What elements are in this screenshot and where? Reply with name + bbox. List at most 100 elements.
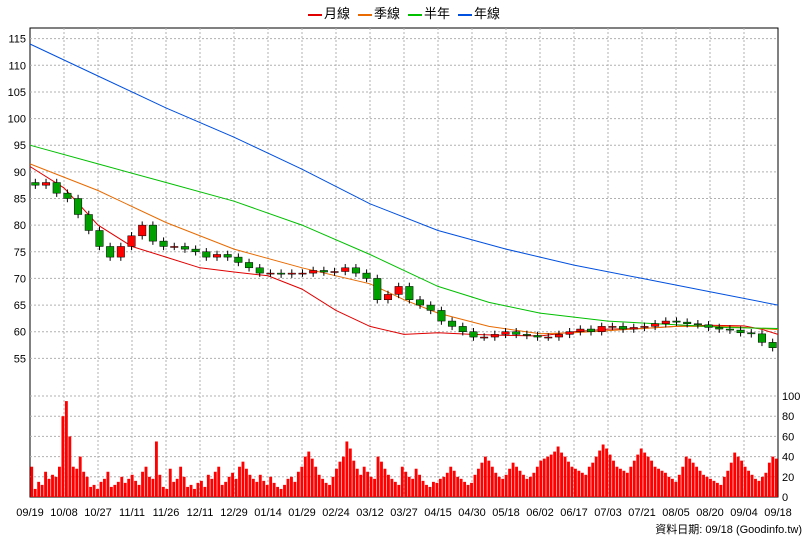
candle-body xyxy=(63,192,72,199)
volume-bar xyxy=(653,466,657,497)
volume-bar xyxy=(771,456,775,497)
volume-bar xyxy=(670,478,674,497)
volume-bar xyxy=(774,458,778,497)
data-date-footer: 資料日期: 09/18 (Goodinfo.tw) xyxy=(655,524,802,536)
volume-bar xyxy=(383,468,387,497)
volume-bar xyxy=(646,456,650,497)
volume-bar xyxy=(231,472,235,497)
price-tick-label: 105 xyxy=(8,87,26,99)
volume-bar xyxy=(570,466,574,497)
legend-label: 月線 xyxy=(323,6,350,21)
volume-bar xyxy=(224,481,228,497)
x-tick-label: 06/02 xyxy=(526,507,554,519)
legend-item: 季線 xyxy=(357,3,400,22)
volume-tick-label: 60 xyxy=(782,431,794,443)
volume-bar xyxy=(245,468,248,497)
volume-bar xyxy=(757,480,761,497)
volume-tick-label: 100 xyxy=(782,391,800,403)
volume-bar xyxy=(120,476,124,497)
volume-bar xyxy=(612,460,615,497)
volume-bar xyxy=(445,472,449,497)
volume-bar xyxy=(532,472,536,497)
volume-bar xyxy=(587,466,591,497)
volume-bar xyxy=(279,488,283,497)
volume-bar xyxy=(528,476,532,497)
volume-bar xyxy=(331,476,335,497)
candle-body xyxy=(383,294,392,300)
volume-bar xyxy=(760,476,764,497)
volume-bar xyxy=(286,478,290,497)
candle-body xyxy=(266,272,275,275)
price-tick-label: 100 xyxy=(8,114,26,126)
candle-body xyxy=(715,327,724,330)
candle-body xyxy=(693,323,702,326)
volume-bar xyxy=(269,476,273,497)
volume-bar xyxy=(684,456,688,497)
candle-body xyxy=(234,256,243,263)
moving-average-line xyxy=(29,43,779,306)
volume-bar xyxy=(345,441,349,497)
candle-body xyxy=(757,333,766,343)
volume-bar xyxy=(598,450,602,497)
volume-bar xyxy=(494,472,498,497)
volume-bar xyxy=(179,466,183,497)
candle-body xyxy=(362,272,371,279)
volume-bar xyxy=(96,488,99,497)
volume-bar xyxy=(549,454,553,497)
volume-bar xyxy=(109,486,113,497)
plot-frame xyxy=(29,27,779,498)
x-tick-label: 04/15 xyxy=(424,507,452,519)
volume-bar xyxy=(546,456,550,497)
x-tick-label: 10/27 xyxy=(84,507,112,519)
volume-bar xyxy=(317,474,321,497)
candle-body xyxy=(651,323,660,327)
volume-bar xyxy=(504,474,508,497)
x-tick-label: 01/29 xyxy=(288,507,316,519)
volume-tick-label: 20 xyxy=(782,472,794,484)
price-tick-label: 80 xyxy=(14,220,26,232)
volume-tick-label: 40 xyxy=(782,452,794,464)
volume-bar xyxy=(473,474,477,497)
legend-item: 半年 xyxy=(408,3,450,22)
volume-bar xyxy=(674,481,678,497)
x-tick-label: 11/11 xyxy=(119,507,145,519)
candle-body xyxy=(52,182,61,194)
volume-bar xyxy=(615,466,619,497)
volume-bar xyxy=(241,461,245,497)
volume-bar xyxy=(605,448,609,497)
volume-bar xyxy=(276,486,280,497)
legend-item: 月線 xyxy=(307,3,350,22)
volume-bar xyxy=(556,446,560,497)
volume-bar xyxy=(449,466,453,497)
volume-bar xyxy=(691,462,695,497)
volume-bar xyxy=(116,481,120,497)
x-tick-label: 12/11 xyxy=(187,507,214,519)
volume-bar xyxy=(539,460,543,497)
volume-bar xyxy=(196,482,200,497)
volume-bar xyxy=(144,466,148,497)
candle-body xyxy=(223,254,232,258)
x-tick-label: 03/12 xyxy=(356,507,384,519)
candle-body xyxy=(95,230,104,247)
candle-body xyxy=(597,326,606,332)
volume-bar xyxy=(425,484,428,497)
volume-bar xyxy=(563,456,567,497)
candle-body xyxy=(426,304,435,311)
price-tick-label: 75 xyxy=(14,247,26,259)
x-tick-label: 01/14 xyxy=(254,507,282,519)
volume-bar xyxy=(303,456,307,497)
volume-bar xyxy=(47,478,51,497)
x-tick-label: 09/04 xyxy=(730,507,758,519)
volume-bar xyxy=(373,478,376,497)
candle-body xyxy=(522,334,531,336)
volume-bar xyxy=(199,480,203,497)
volume-bar xyxy=(106,471,110,497)
legend-item: 年線 xyxy=(458,3,500,22)
volume-bar xyxy=(432,481,435,497)
volume-bar xyxy=(85,476,89,497)
x-tick-label: 07/21 xyxy=(628,507,656,519)
x-tick-label: 09/19 xyxy=(16,507,44,519)
volume-bar xyxy=(573,468,577,497)
volume-bar xyxy=(341,456,345,497)
volume-bar xyxy=(37,481,41,497)
